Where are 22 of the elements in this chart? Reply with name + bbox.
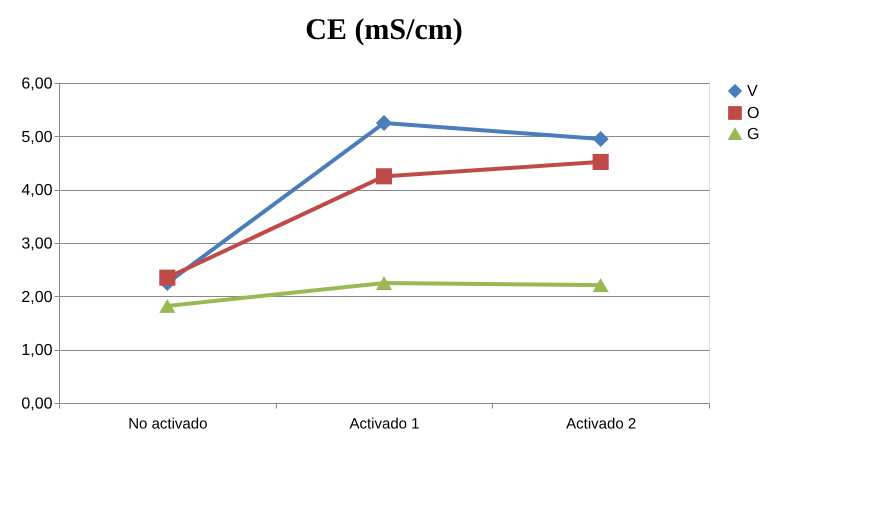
legend-label: G: [747, 126, 760, 143]
point: [592, 154, 609, 170]
point: [376, 168, 392, 184]
y-tick-label: 3,00: [21, 236, 53, 252]
chart-title: CE (mS/cm): [305, 13, 463, 46]
x-tick-label: Activado 1: [349, 416, 420, 432]
point: [376, 114, 392, 132]
legend-label: V: [747, 83, 758, 100]
y-tick-label: 6,00: [21, 76, 53, 92]
x-tick-label: No activado: [128, 416, 208, 432]
point: [159, 270, 176, 286]
legend-label: O: [747, 105, 760, 122]
y-tick-label: 2,00: [21, 288, 53, 306]
point: [592, 278, 609, 292]
y-tick-label: 1,00: [21, 342, 53, 360]
point: [376, 276, 392, 290]
y-tick-label: 4,00: [21, 182, 53, 200]
x-tick-label: Activado 2: [566, 416, 636, 432]
point: [159, 298, 176, 313]
y-tick-label: 0,00: [21, 396, 53, 412]
y-tick-label: 5,00: [21, 128, 53, 146]
point: [592, 130, 609, 148]
